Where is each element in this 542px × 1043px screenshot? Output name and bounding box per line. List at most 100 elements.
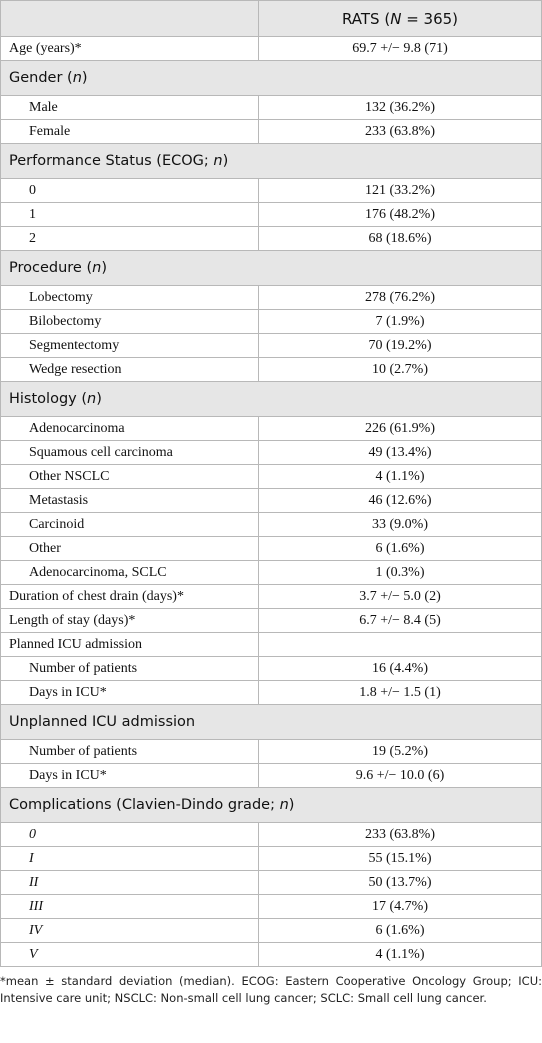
value-cell: 9.6 +/− 10.0 (6) — [258, 763, 542, 788]
row-label: Female — [29, 123, 71, 139]
row-value: 4 (1.1%) — [375, 468, 425, 484]
label-cell: Duration of chest drain (days)* — [0, 584, 259, 609]
label-cell: Carcinoid — [0, 512, 259, 537]
value-cell: 55 (15.1%) — [258, 846, 542, 871]
text-part: ) — [96, 391, 102, 407]
footnote: *mean ± standard deviation (median). ECO… — [0, 974, 542, 1005]
row-label: Adenocarcinoma, SCLC — [29, 564, 167, 580]
data-row: 0 121 (33.2%) — [0, 178, 542, 203]
data-row: Adenocarcinoma, SCLC 1 (0.3%) — [0, 560, 542, 585]
row-label: Planned ICU admission — [9, 636, 142, 652]
value-cell: 1 (0.3%) — [258, 560, 542, 585]
data-row: Adenocarcinoma 226 (61.9%) — [0, 416, 542, 441]
label-cell: Adenocarcinoma — [0, 416, 259, 441]
data-row: IV 6 (1.6%) — [0, 918, 542, 943]
text-part: Unplanned ICU admission — [9, 714, 196, 730]
section-cell: Complications (Clavien-Dindo grade; n) — [0, 787, 542, 823]
data-row: Male 132 (36.2%) — [0, 95, 542, 120]
value-cell: 176 (48.2%) — [258, 202, 542, 227]
text-part: n — [279, 797, 289, 813]
text-part: = 365) — [401, 9, 459, 28]
data-row: Other 6 (1.6%) — [0, 536, 542, 561]
label-cell: Number of patients — [0, 656, 259, 681]
section-cell: Unplanned ICU admission — [0, 704, 542, 740]
row-value: 1.8 +/− 1.5 (1) — [359, 684, 441, 700]
label-cell: 0 — [0, 822, 259, 847]
label-cell: III — [0, 894, 259, 919]
row-value: 7 (1.9%) — [375, 313, 425, 329]
row-value: 19 (5.2%) — [372, 743, 428, 759]
row-value: 68 (18.6%) — [368, 230, 432, 246]
row-value: 17 (4.7%) — [372, 898, 428, 914]
label-cell: Metastasis — [0, 488, 259, 513]
label-cell: Length of stay (days)* — [0, 608, 259, 633]
table: RATS (N = 365) Age (years)* 69.7 +/− 9.8 … — [0, 0, 542, 967]
text-part: Gender ( — [9, 70, 73, 86]
value-cell: 6.7 +/− 8.4 (5) — [258, 608, 542, 633]
value-cell: 1.8 +/− 1.5 (1) — [258, 680, 542, 705]
label-cell: 0 — [0, 178, 259, 203]
data-row: Carcinoid 33 (9.0%) — [0, 512, 542, 537]
label-cell: Days in ICU* — [0, 680, 259, 705]
label-cell: II — [0, 870, 259, 895]
header-cell: RATS (N = 365) — [258, 0, 542, 37]
row-label: Wedge resection — [29, 361, 122, 377]
row-label: Length of stay (days)* — [9, 612, 136, 628]
text-part: ) — [81, 70, 88, 86]
row-value: 1 (0.3%) — [375, 564, 425, 580]
label-cell: Number of patients — [0, 739, 259, 764]
data-row: 2 68 (18.6%) — [0, 226, 542, 251]
row-value: 46 (12.6%) — [368, 492, 432, 508]
row-value: 176 (48.2%) — [365, 206, 435, 222]
value-cell: 16 (4.4%) — [258, 656, 542, 681]
value-cell: 7 (1.9%) — [258, 309, 542, 334]
row-label: Number of patients — [29, 660, 138, 676]
data-row: Segmentectomy 70 (19.2%) — [0, 333, 542, 358]
label-cell: 1 — [0, 202, 259, 227]
row-label: Metastasis — [29, 492, 89, 508]
value-cell — [258, 632, 542, 657]
label-cell: Days in ICU* — [0, 763, 259, 788]
text-part: N — [390, 9, 402, 28]
data-row: Other NSCLC 4 (1.1%) — [0, 464, 542, 489]
value-cell: 226 (61.9%) — [258, 416, 542, 441]
label-cell: Other NSCLC — [0, 464, 259, 489]
value-cell: 233 (63.8%) — [258, 119, 542, 144]
row-label: Lobectomy — [29, 289, 93, 305]
data-row: III 17 (4.7%) — [0, 894, 542, 919]
value-cell: 68 (18.6%) — [258, 226, 542, 251]
text-part: Performance Status (ECOG; — [9, 153, 214, 169]
label-cell: Wedge resection — [0, 357, 259, 382]
value-cell: 17 (4.7%) — [258, 894, 542, 919]
row-value: 278 (76.2%) — [365, 289, 435, 305]
value-cell: 70 (19.2%) — [258, 333, 542, 358]
data-row: Length of stay (days)* 6.7 +/− 8.4 (5) — [0, 608, 542, 633]
row-label: III — [29, 898, 43, 914]
label-cell: Female — [0, 119, 259, 144]
row-value: 6 (1.6%) — [375, 922, 425, 938]
row-value: 132 (36.2%) — [365, 99, 435, 115]
row-label: 1 — [29, 206, 36, 222]
row-label: II — [29, 874, 39, 890]
label-cell: V — [0, 942, 259, 967]
label-cell: Squamous cell carcinoma — [0, 440, 259, 465]
row-value: 233 (63.8%) — [365, 123, 435, 139]
value-cell: 33 (9.0%) — [258, 512, 542, 537]
row-value: 50 (13.7%) — [368, 874, 432, 890]
section-row: Unplanned ICU admission — [0, 704, 542, 740]
row-value: 10 (2.7%) — [372, 361, 428, 377]
text-part: ) — [101, 260, 107, 276]
data-row: Planned ICU admission — [0, 632, 542, 657]
text-part: RATS ( — [341, 9, 391, 28]
section-row: Complications (Clavien-Dindo grade; n) — [0, 787, 542, 823]
label-cell: Lobectomy — [0, 285, 259, 310]
data-row: Bilobectomy 7 (1.9%) — [0, 309, 542, 334]
row-value: 3.7 +/− 5.0 (2) — [359, 588, 441, 604]
value-cell: 132 (36.2%) — [258, 95, 542, 120]
value-cell: 4 (1.1%) — [258, 464, 542, 489]
section-row: Procedure (n) — [0, 250, 542, 286]
data-row: Number of patients 19 (5.2%) — [0, 739, 542, 764]
header-row: RATS (N = 365) — [0, 0, 542, 37]
row-label: Days in ICU* — [29, 767, 107, 783]
